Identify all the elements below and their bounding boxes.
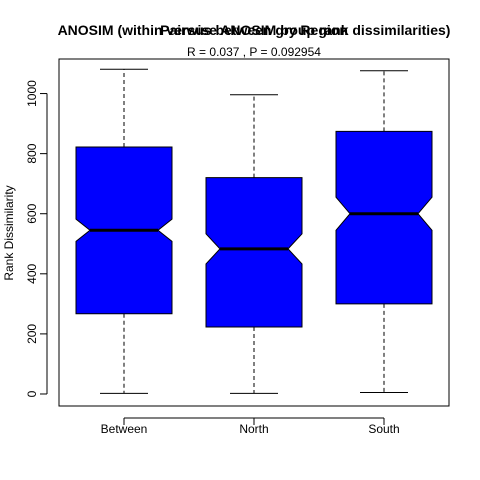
y-axis-label: Rank Dissimilarity [2,185,16,280]
x-tick-label: South [368,422,399,436]
y-tick-label: 0 [25,390,39,397]
chart-title-1: ANOSIM (within versus between group rank… [58,22,451,38]
y-axis: 0 200 400 600 800 1000 [25,80,48,397]
x-tick-label: North [239,422,268,436]
box-series [75,68,433,394]
y-tick-label: 200 [25,324,39,344]
x-tick-label: Between [101,422,148,436]
chart-title-2: Pairwise ANOSIM by Region [160,22,348,38]
x-axis: Between North South [101,417,400,436]
box-body [335,130,433,305]
plot-frame [58,58,450,407]
y-tick-label: 600 [25,203,39,223]
box-body [205,177,303,328]
chart-subtitle: R = 0.037 , P = 0.092954 [187,45,321,59]
y-tick-label: 400 [25,263,39,283]
y-tick-label: 1000 [25,80,39,107]
y-tick-label: 800 [25,143,39,163]
